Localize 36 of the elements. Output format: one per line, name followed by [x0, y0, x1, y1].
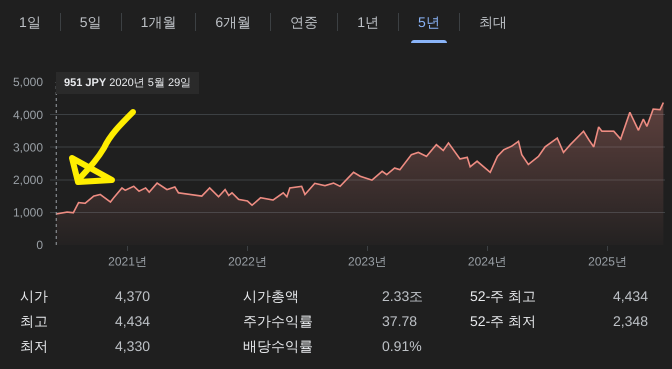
y-tick-label: 0 [36, 238, 44, 252]
text: 0.91% [382, 337, 422, 356]
text: 5년 [398, 13, 460, 31]
x-tick-label: 2021년 [108, 254, 147, 268]
text: 6개월 [196, 13, 272, 31]
y-tick-label: 5,000 [12, 75, 44, 90]
text: 최저 [20, 337, 48, 356]
text: 2,348 [612, 312, 648, 331]
text: 1개월 [122, 13, 196, 31]
x-tick-label: 2022년 [228, 254, 267, 268]
text: 4,370 [115, 287, 150, 306]
text: 시가 [20, 287, 48, 306]
x-tick-label: 2024년 [468, 254, 507, 268]
text: 4,434 [115, 312, 150, 331]
text: 52-주 최저 [470, 312, 536, 331]
text: 4,434 [612, 287, 648, 306]
text: 시가총액 [243, 287, 299, 306]
y-tick-label: 3,000 [12, 140, 44, 154]
text: 4,330 [115, 337, 150, 356]
text: 52-주 최고 [470, 287, 536, 306]
text: 37.78 [382, 312, 418, 331]
text: 1년 [338, 13, 399, 31]
text: 최고 [20, 312, 48, 331]
x-tick-label: 2023년 [348, 254, 387, 268]
text: 연중 [271, 13, 338, 31]
annotation: 951 JPY 2020년 5월 29일 [56, 72, 200, 94]
text: 주가수익률 [243, 312, 313, 331]
x-tick-label: 2025년 [588, 254, 627, 268]
text: 최대 [478, 13, 508, 31]
text: 5일 [60, 13, 122, 31]
y-tick-label: 2,000 [12, 173, 44, 187]
text: 2.33조 [382, 287, 424, 306]
text: 1일 [0, 13, 61, 31]
y-tick-label: 1,000 [12, 206, 44, 220]
text: 배당수익률 [243, 337, 313, 356]
y-tick-label: 4,000 [12, 108, 44, 122]
